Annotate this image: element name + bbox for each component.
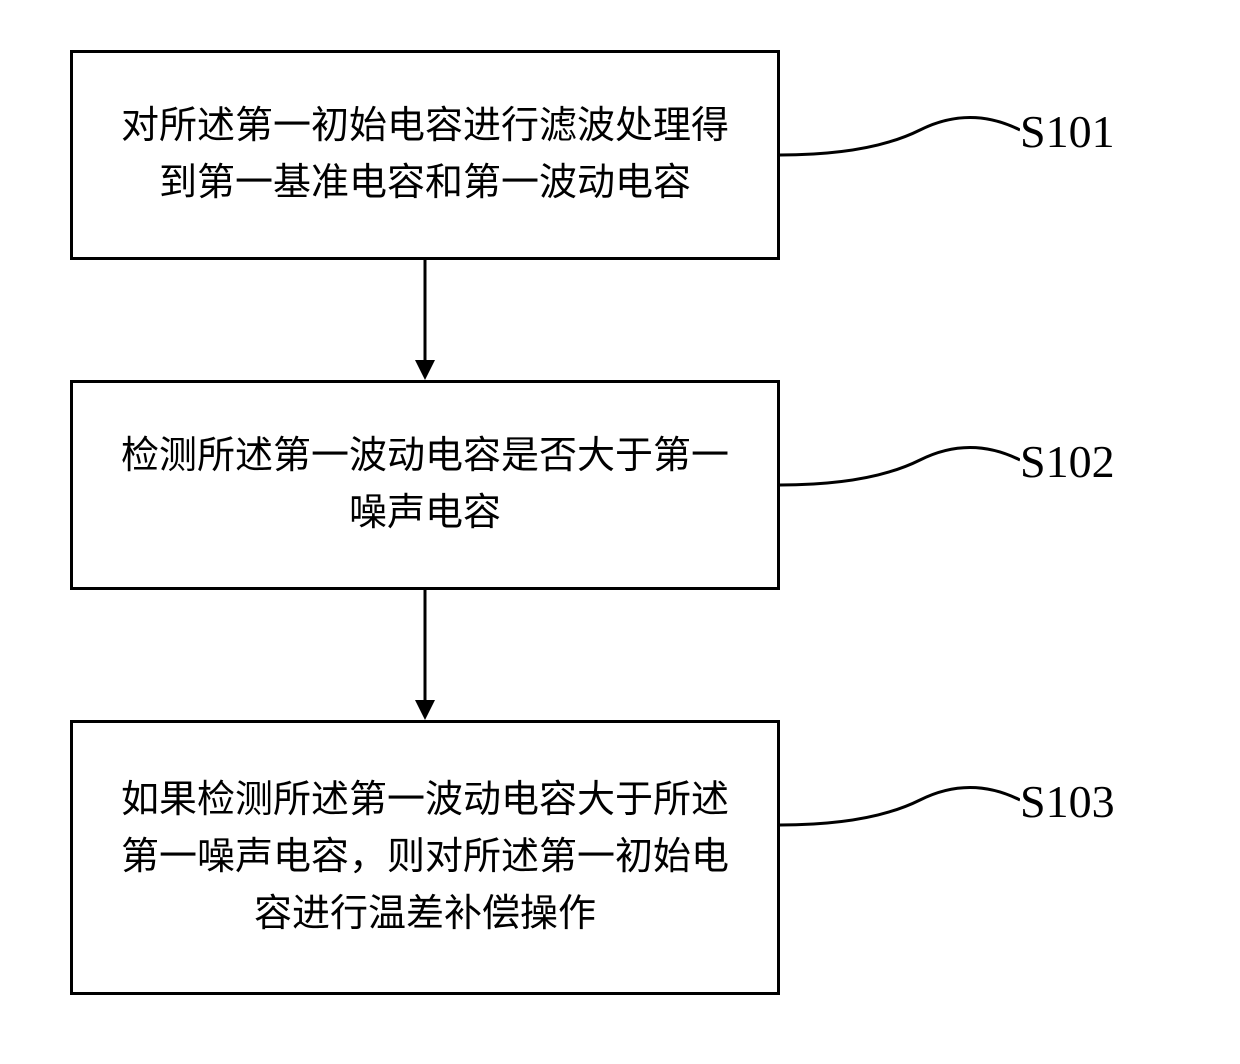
connector-curve-s101 [780, 100, 1020, 170]
flowchart-diagram: 对所述第一初始电容进行滤波处理得到第一基准电容和第一波动电容 S101 检测所述… [0, 0, 1240, 1064]
connector-curve-s103 [780, 770, 1020, 840]
step-text-s102: 检测所述第一波动电容是否大于第一噪声电容 [103, 428, 747, 542]
step-label-s102: S102 [1020, 435, 1115, 488]
arrow-s101-s102 [410, 260, 440, 382]
step-text-s103: 如果检测所述第一波动电容大于所述第一噪声电容，则对所述第一初始电容进行温差补偿操… [103, 772, 747, 943]
step-text-s101: 对所述第一初始电容进行滤波处理得到第一基准电容和第一波动电容 [103, 98, 747, 212]
step-box-s101: 对所述第一初始电容进行滤波处理得到第一基准电容和第一波动电容 [70, 50, 780, 260]
step-box-s102: 检测所述第一波动电容是否大于第一噪声电容 [70, 380, 780, 590]
connector-curve-s102 [780, 430, 1020, 500]
step-label-s103: S103 [1020, 775, 1115, 828]
arrow-s102-s103 [410, 590, 440, 722]
step-label-s101: S101 [1020, 105, 1115, 158]
step-box-s103: 如果检测所述第一波动电容大于所述第一噪声电容，则对所述第一初始电容进行温差补偿操… [70, 720, 780, 995]
